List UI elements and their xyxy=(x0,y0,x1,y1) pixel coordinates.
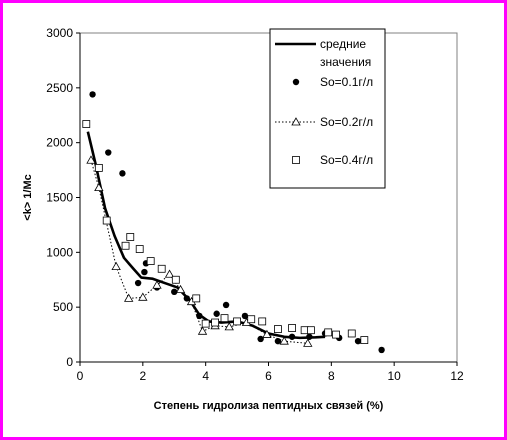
data-point-series-2 xyxy=(262,329,272,338)
data-point-series-3 xyxy=(94,163,103,172)
data-point-series-1 xyxy=(89,91,96,98)
legend-label-line: значения xyxy=(320,55,371,69)
data-point-series-3 xyxy=(332,330,340,339)
y-axis-title: <k> 1/Mc xyxy=(22,174,34,220)
data-point-series-1 xyxy=(119,170,126,177)
x-tick-label: 0 xyxy=(77,369,84,383)
data-point-series-1 xyxy=(257,335,264,343)
legend-label-line: средние xyxy=(320,37,366,51)
data-point-series-2 xyxy=(197,326,208,335)
x-tick-label: 6 xyxy=(265,369,272,383)
data-point-series-1 xyxy=(171,288,178,296)
data-point-series-1 xyxy=(196,312,203,320)
data-point-series-1 xyxy=(134,279,142,287)
data-point-series-1 xyxy=(288,333,296,340)
x-tick-label: 12 xyxy=(450,369,464,383)
legend-swatch-marker xyxy=(292,78,300,86)
plot-area-border xyxy=(79,32,458,363)
data-point-series-2 xyxy=(138,292,148,301)
y-tick-label: 0 xyxy=(66,355,73,369)
y-tick-label: 1500 xyxy=(46,191,73,205)
data-point-series-2 xyxy=(111,261,121,270)
data-point-series-2 xyxy=(164,269,175,278)
legend-label: So=0.1г/л xyxy=(320,75,373,89)
axes: 0 500 1000 1500 2000 2500 3000 0 2 4 6 8 10 12 xyxy=(46,26,464,383)
y-tick-label: 2500 xyxy=(46,81,73,95)
legend-label: So=0.2г/л xyxy=(320,115,373,129)
legend-items: средние значения So=0.1г/л So=0.2г/л So=0.4г… xyxy=(275,37,373,167)
data-point-series-1 xyxy=(183,295,191,302)
data-point-series-3 xyxy=(307,326,315,335)
y-tick-label: 500 xyxy=(53,300,73,314)
series-line-so02 xyxy=(90,160,308,344)
data-point-series-1 xyxy=(378,346,385,354)
data-point-series-1 xyxy=(306,333,313,340)
legend-swatch-marker xyxy=(291,117,301,126)
data-point-series-2 xyxy=(124,293,134,302)
x-tick-label: 4 xyxy=(202,369,209,383)
data-point-series-3 xyxy=(121,241,130,250)
legend-box xyxy=(269,28,386,189)
data-point-series-3 xyxy=(360,336,369,344)
data-point-series-2 xyxy=(86,155,96,164)
data-point-series-2 xyxy=(303,338,313,347)
data-point-series-2 xyxy=(94,182,104,192)
data-point-series-1 xyxy=(354,337,362,345)
y-tick-label: 1000 xyxy=(46,245,73,259)
y-tick-label: 3000 xyxy=(46,26,73,40)
data-point-series-3 xyxy=(347,329,356,338)
data-point-series-3 xyxy=(171,275,180,284)
x-tick-label: 8 xyxy=(328,369,335,383)
data-point-series-3 xyxy=(82,120,91,128)
plot-series xyxy=(82,91,385,354)
data-point-series-1 xyxy=(105,149,112,156)
legend-label: средние значения xyxy=(320,37,371,69)
data-point-series-1 xyxy=(222,301,230,309)
x-axis-title: Степень гидролиза пептидных связей (%) xyxy=(154,400,384,412)
data-point-series-1 xyxy=(274,337,282,345)
data-point-series-3 xyxy=(288,324,296,332)
data-point-series-2 xyxy=(175,284,186,294)
data-point-series-2 xyxy=(279,336,289,345)
data-point-series-3 xyxy=(126,233,135,241)
data-point-series-1 xyxy=(241,312,249,320)
data-point-series-3 xyxy=(135,245,144,253)
data-point-series-3 xyxy=(233,317,241,326)
data-point-series-3 xyxy=(192,294,201,303)
legend-label: So=0.4г/л xyxy=(320,153,373,167)
data-point-series-3 xyxy=(274,325,282,334)
x-tick-label: 2 xyxy=(139,369,146,383)
data-point-series-3 xyxy=(201,319,210,328)
legend-swatch-marker xyxy=(292,156,300,164)
data-point-series-2 xyxy=(224,322,234,331)
data-point-series-3 xyxy=(102,216,111,225)
y-tick-label: 2000 xyxy=(46,136,73,150)
data-point-series-3 xyxy=(247,315,256,324)
data-point-series-2 xyxy=(152,280,162,289)
data-point-series-1 xyxy=(213,310,220,317)
legend: средние значения So=0.1г/л So=0.2г/л So=0.4г… xyxy=(269,28,386,189)
data-point-series-3 xyxy=(146,257,155,266)
data-point-series-3 xyxy=(324,328,333,337)
data-point-series-3 xyxy=(157,264,166,273)
x-tick-label: 10 xyxy=(387,369,401,383)
data-point-series-3 xyxy=(211,318,219,327)
data-point-series-3 xyxy=(258,317,267,326)
data-point-series-3 xyxy=(220,314,229,323)
data-point-series-1 xyxy=(141,268,148,276)
